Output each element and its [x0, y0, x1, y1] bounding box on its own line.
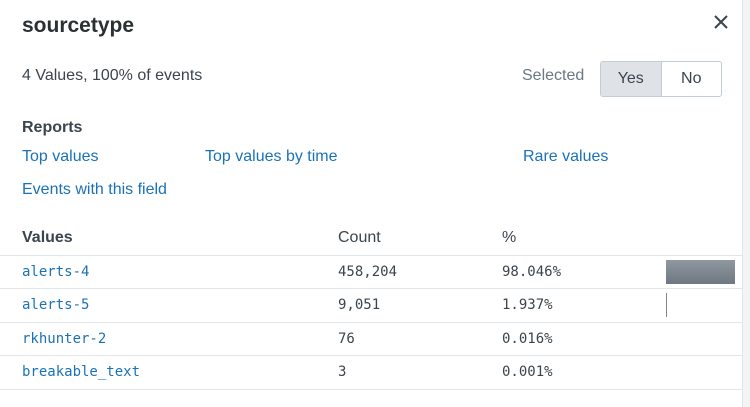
percent-cell: 1.937%	[502, 297, 553, 313]
percent-bar	[666, 293, 736, 317]
percent-bar-fill	[666, 293, 667, 317]
percent-cell: 98.046%	[502, 264, 562, 280]
percent-bar	[666, 360, 736, 384]
table-row: alerts-5 9,051 1.937%	[0, 289, 742, 322]
table-row: alerts-4 458,204 98.046%	[0, 256, 742, 289]
top-values-link[interactable]: Top values	[22, 148, 99, 165]
selected-yes-button[interactable]: Yes	[601, 62, 662, 96]
table-divider	[0, 255, 742, 256]
percent-bar	[666, 260, 736, 284]
table-row: breakable_text 3 0.001%	[0, 356, 742, 389]
right-scroll-edge	[742, 0, 750, 407]
reports-heading: Reports	[22, 119, 83, 136]
percent-bar	[666, 327, 736, 351]
rare-values-link[interactable]: Rare values	[523, 148, 609, 165]
row-divider	[0, 288, 742, 289]
top-values-by-time-link[interactable]: Top values by time	[205, 148, 338, 165]
selected-no-button[interactable]: No	[681, 70, 702, 87]
count-column-header: Count	[338, 229, 381, 246]
values-column-header: Values	[22, 229, 73, 246]
count-cell: 9,051	[338, 297, 381, 313]
selected-label: Selected	[522, 67, 585, 84]
selected-toggle: Yes No	[600, 61, 722, 97]
value-link[interactable]: alerts-4	[22, 264, 90, 280]
percent-cell: 0.001%	[502, 364, 553, 380]
row-divider	[0, 389, 742, 390]
table-row: rkhunter-2 76 0.016%	[0, 323, 742, 356]
events-with-field-link[interactable]: Events with this field	[22, 181, 167, 198]
value-link[interactable]: breakable_text	[22, 364, 141, 380]
row-divider	[0, 355, 742, 356]
row-divider	[0, 322, 742, 323]
values-summary: 4 Values, 100% of events	[22, 67, 203, 84]
count-cell: 76	[338, 331, 355, 347]
close-icon[interactable]	[710, 11, 732, 33]
count-cell: 3	[338, 364, 347, 380]
value-link[interactable]: rkhunter-2	[22, 331, 107, 347]
percent-column-header: %	[502, 229, 517, 246]
value-link[interactable]: alerts-5	[22, 297, 90, 313]
percent-cell: 0.016%	[502, 331, 553, 347]
count-cell: 458,204	[338, 264, 398, 280]
field-title: sourcetype	[22, 14, 135, 37]
percent-bar-fill	[666, 260, 735, 284]
